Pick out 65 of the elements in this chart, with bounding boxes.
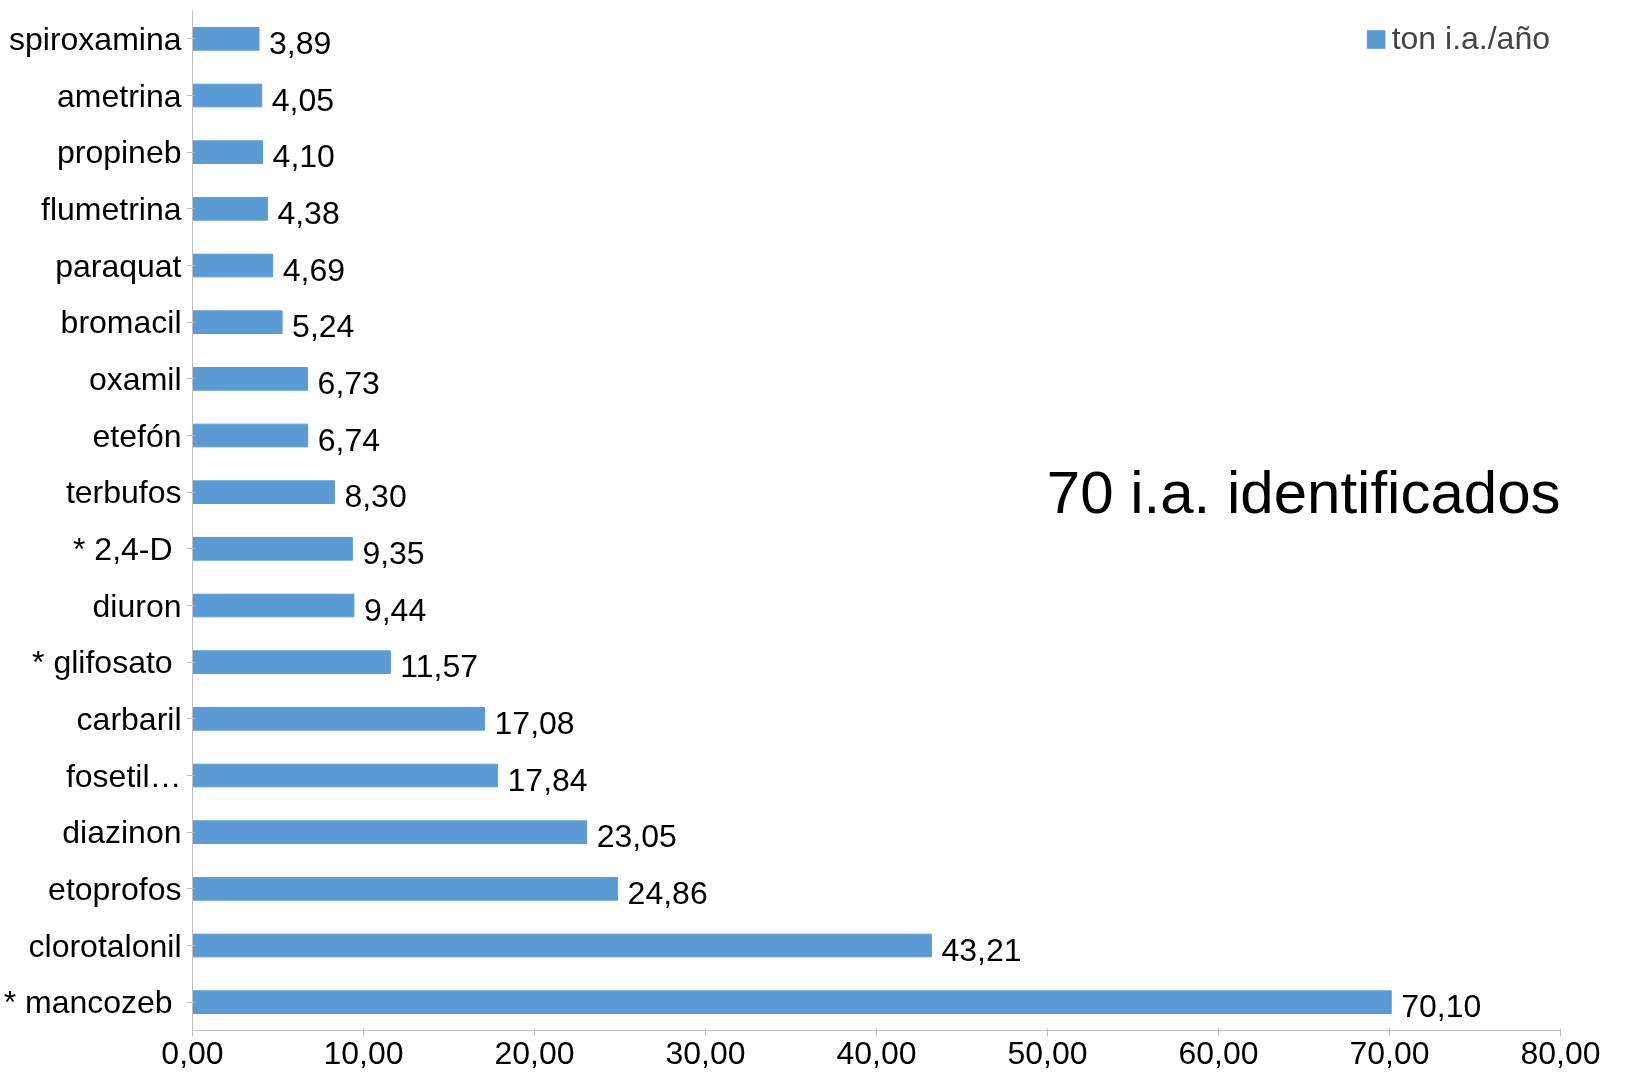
y-tick-label: fosetil… [65,757,182,794]
bar [192,593,355,618]
data-label: 43,21 [941,931,1022,968]
bar [192,933,932,958]
bar [192,990,1392,1014]
bar [192,83,263,108]
y-tick-label: clorotalonil [28,927,182,964]
bar [192,140,264,164]
data-label: 3,89 [269,24,332,61]
data-label: 6,73 [317,364,380,401]
data-label: 6,74 [317,421,381,458]
bar [192,763,499,788]
bar [192,27,260,51]
bar [192,253,274,278]
bar [192,537,353,561]
bar [192,650,391,674]
y-tick-label: bromacil [60,304,182,341]
data-label: 8,30 [344,478,407,515]
data-label: 23,05 [596,818,677,855]
data-label: 4,38 [277,194,340,231]
data-label: 9,44 [363,591,427,628]
data-label: 70,10 [1401,988,1482,1025]
x-tick-label: 0,00 [161,1034,224,1071]
y-tick-label: oxamil [89,360,182,397]
y-tick-label: carbaril [76,700,182,737]
data-label: 17,84 [507,761,588,798]
annotation: 70 i.a. identificados [1046,458,1561,526]
bar [192,877,619,901]
data-label: 4,05 [271,81,335,118]
bar [192,367,309,391]
x-tick-label: 80,00 [1520,1034,1601,1071]
data-label: 11,57 [400,648,479,685]
data-label: 5,24 [292,308,355,345]
y-tick-label: paraquat [55,247,182,284]
y-tick-label: etoprofos [48,870,182,907]
y-tick-label: ametrina [57,77,182,114]
x-tick-label: 40,00 [836,1034,917,1071]
y-tick-label: * glifosato [32,644,173,681]
y-tick-label: terbufos [65,474,182,511]
y-tick-label: diuron [92,587,182,624]
bar [192,820,588,844]
data-label: 9,35 [362,534,425,571]
x-tick-label: 50,00 [1007,1034,1088,1071]
data-label: 24,86 [627,874,708,911]
legend-label: ton i.a./año [1391,20,1550,57]
x-tick-label: 30,00 [665,1034,746,1071]
x-tick-label: 60,00 [1178,1034,1259,1071]
y-tick-label: diazinon [62,814,182,851]
data-label: 4,69 [282,251,345,288]
y-tick-label: spiroxamina [8,20,182,57]
x-tick-label: 20,00 [494,1034,575,1071]
y-tick-label: etefón [92,417,182,454]
y-tick-label: * mancozeb [3,984,173,1021]
data-label: 17,08 [494,704,575,741]
x-tick-label: 10,00 [323,1034,404,1071]
bar [192,480,335,504]
bar [192,310,283,334]
x-tick-label: 70,00 [1349,1034,1430,1071]
y-tick-label: * 2,4-D [73,530,173,567]
bar [192,197,268,221]
bar [192,707,486,731]
data-label: 4,10 [272,138,335,175]
y-tick-label: propineb [56,134,182,171]
bar [192,423,309,448]
y-tick-label: flumetrina [41,190,182,227]
